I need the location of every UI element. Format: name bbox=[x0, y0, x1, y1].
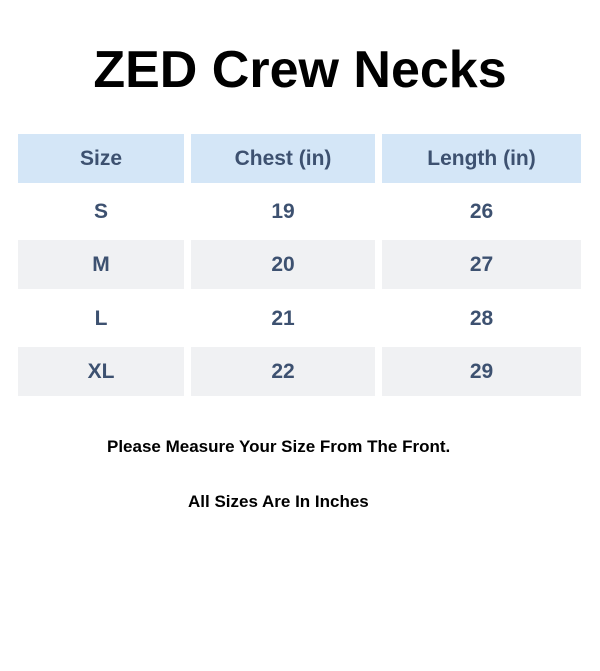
page-title: ZED Crew Necks bbox=[93, 41, 507, 99]
measure-note: Please Measure Your Size From The Front. bbox=[107, 437, 451, 456]
units-note: All Sizes Are In Inches bbox=[188, 492, 369, 511]
cell-size: S bbox=[93, 200, 108, 223]
cell-chest: 19 bbox=[271, 200, 295, 223]
cell-length: 27 bbox=[382, 240, 581, 289]
cell-size: XL bbox=[18, 347, 184, 396]
cell-size: L bbox=[94, 307, 108, 330]
cell-length: 29 bbox=[382, 347, 581, 396]
header-length: Length (in) bbox=[382, 134, 581, 183]
cell-length: 26 bbox=[469, 200, 494, 223]
cell-chest: 20 bbox=[191, 240, 375, 289]
cell-chest: 22 bbox=[191, 347, 375, 396]
cell-length: 28 bbox=[469, 307, 494, 330]
header-size: Size bbox=[18, 134, 184, 183]
cell-size: M bbox=[18, 240, 184, 289]
header-chest: Chest (in) bbox=[191, 134, 375, 183]
cell-chest: 21 bbox=[271, 307, 295, 330]
